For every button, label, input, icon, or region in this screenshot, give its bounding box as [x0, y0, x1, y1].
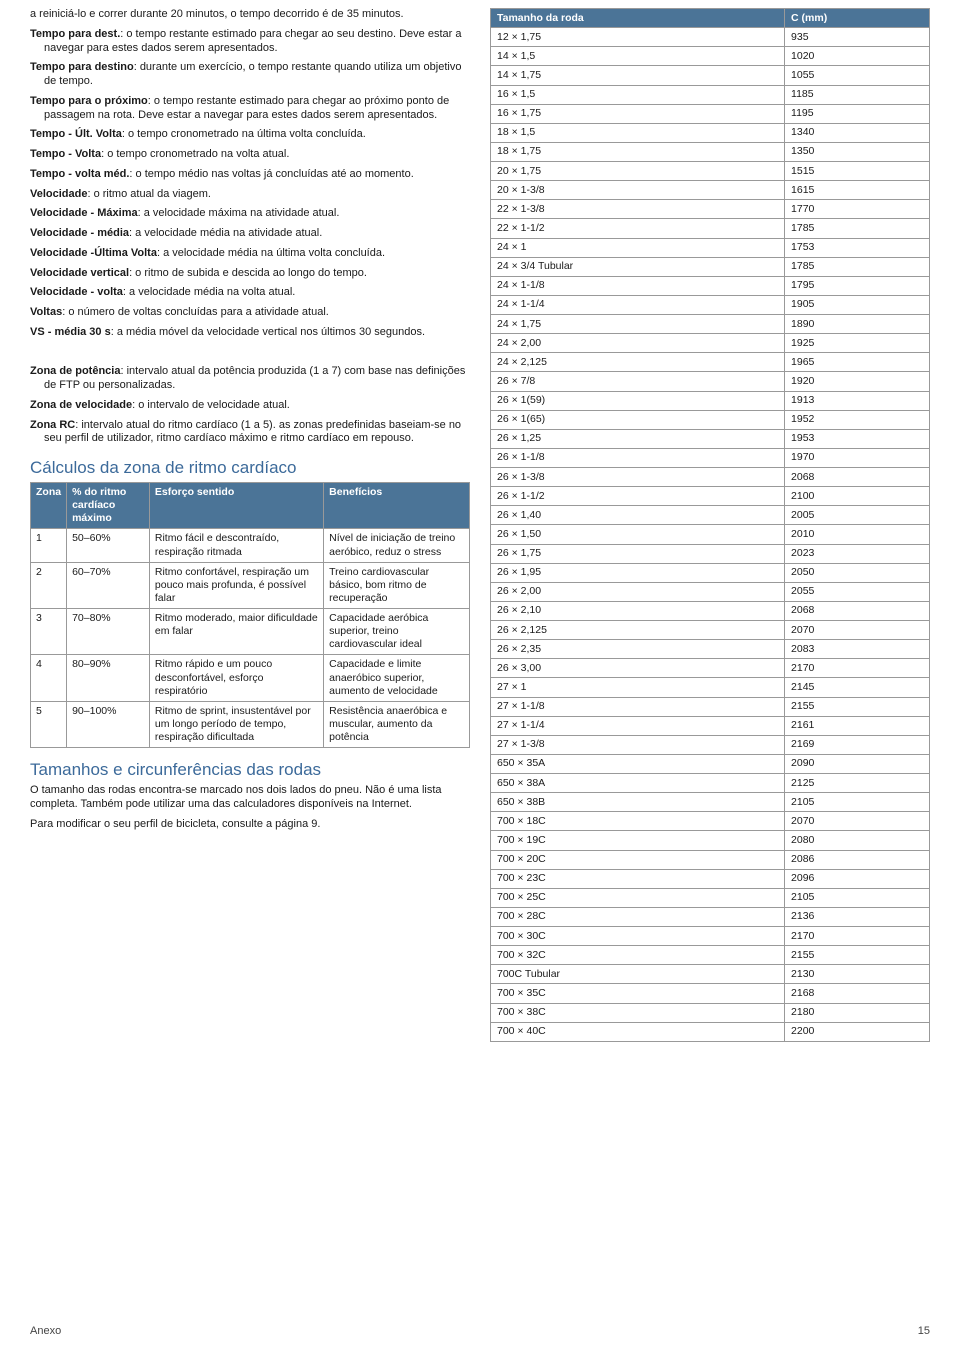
- table-row: 700 × 35C2168: [491, 984, 930, 1003]
- definition-item: Tempo - volta méd.: o tempo médio nas vo…: [30, 168, 470, 182]
- table-row: 18 × 1,51340: [491, 123, 930, 142]
- table-row: 24 × 11753: [491, 238, 930, 257]
- definition-item: Tempo para o próximo: o tempo restante e…: [30, 95, 470, 123]
- definition-item: Voltas: o número de voltas concluídas pa…: [30, 306, 470, 320]
- table-row: 26 × 1,952050: [491, 563, 930, 582]
- table-row: 260–70%Ritmo confortável, respiração um …: [31, 562, 470, 608]
- table-row: 700 × 18C2070: [491, 812, 930, 831]
- table-header: Tamanho da roda: [491, 9, 785, 28]
- table-row: 26 × 1,251953: [491, 429, 930, 448]
- definition-item: Zona RC: intervalo atual do ritmo cardía…: [30, 419, 470, 447]
- table-row: 26 × 1(59)1913: [491, 391, 930, 410]
- definition-item: Velocidade - média: a velocidade média n…: [30, 227, 470, 241]
- table-row: 22 × 1-3/81770: [491, 200, 930, 219]
- table-header: Zona: [31, 483, 67, 529]
- table-row: 24 × 3/4 Tubular1785: [491, 257, 930, 276]
- table-row: 24 × 2,1251965: [491, 353, 930, 372]
- definition-item: Velocidade - Máxima: a velocidade máxima…: [30, 207, 470, 221]
- table-row: 14 × 1,51020: [491, 47, 930, 66]
- table-header: C (mm): [785, 9, 930, 28]
- definition-item: Velocidade vertical: o ritmo de subida e…: [30, 267, 470, 281]
- table-row: 14 × 1,751055: [491, 66, 930, 85]
- table-header: Benefícios: [324, 483, 470, 529]
- wheel-intro: O tamanho das rodas encontra-se marcado …: [30, 784, 470, 812]
- definition-item: Velocidade -Última Volta: a velocidade m…: [30, 247, 470, 261]
- table-row: 26 × 1,502010: [491, 525, 930, 544]
- wheel-table: Tamanho da rodaC (mm) 12 × 1,7593514 × 1…: [490, 8, 930, 1042]
- definition-item: VS - média 30 s: a média móvel da veloci…: [30, 326, 470, 340]
- table-row: 24 × 1,751890: [491, 315, 930, 334]
- table-header: Esforço sentido: [149, 483, 323, 529]
- footer-section: Anexo: [30, 1325, 61, 1337]
- table-row: 26 × 7/81920: [491, 372, 930, 391]
- footer-page-number: 15: [918, 1325, 930, 1337]
- table-row: 650 × 38A2125: [491, 774, 930, 793]
- definition-item: a reiniciá-lo e correr durante 20 minuto…: [30, 8, 470, 22]
- table-row: 700 × 25C2105: [491, 888, 930, 907]
- table-row: 26 × 1(65)1952: [491, 410, 930, 429]
- table-row: 700C Tubular2130: [491, 965, 930, 984]
- table-row: 27 × 1-1/42161: [491, 716, 930, 735]
- definition-item: Velocidade: o ritmo atual da viagem.: [30, 188, 470, 202]
- definition-item: Zona de velocidade: o intervalo de veloc…: [30, 399, 470, 413]
- table-row: 26 × 3,002170: [491, 659, 930, 678]
- table-row: 650 × 35A2090: [491, 754, 930, 773]
- definition-item: Tempo - Últ. Volta: o tempo cronometrado…: [30, 128, 470, 142]
- hr-zones-table: Zona% do ritmo cardíaco máximoEsforço se…: [30, 482, 470, 748]
- table-row: 20 × 1,751515: [491, 162, 930, 181]
- wheel-heading: Tamanhos e circunferências das rodas: [30, 760, 470, 780]
- table-row: 700 × 23C2096: [491, 869, 930, 888]
- table-row: 26 × 2,1252070: [491, 621, 930, 640]
- table-row: 16 × 1,51185: [491, 85, 930, 104]
- table-row: 650 × 38B2105: [491, 793, 930, 812]
- table-row: 590–100%Ritmo de sprint, insustentável p…: [31, 701, 470, 747]
- table-row: 700 × 28C2136: [491, 907, 930, 926]
- table-row: 26 × 2,102068: [491, 601, 930, 620]
- table-row: 26 × 2,352083: [491, 640, 930, 659]
- table-row: 27 × 12145: [491, 678, 930, 697]
- table-row: 27 × 1-3/82169: [491, 735, 930, 754]
- table-header: % do ritmo cardíaco máximo: [67, 483, 150, 529]
- definition-item: Velocidade - volta: a velocidade média n…: [30, 286, 470, 300]
- table-row: 370–80%Ritmo moderado, maior dificuldade…: [31, 609, 470, 655]
- table-row: 700 × 32C2155: [491, 946, 930, 965]
- table-row: 480–90%Ritmo rápido e um pouco desconfor…: [31, 655, 470, 701]
- definition-item: Tempo - Volta: o tempo cronometrado na v…: [30, 148, 470, 162]
- table-row: 18 × 1,751350: [491, 142, 930, 161]
- table-row: 12 × 1,75935: [491, 28, 930, 47]
- table-row: 700 × 20C2086: [491, 850, 930, 869]
- table-row: 26 × 2,002055: [491, 582, 930, 601]
- wheel-note: Para modificar o seu perfil de bicicleta…: [30, 818, 470, 832]
- table-row: 16 × 1,751195: [491, 104, 930, 123]
- table-row: 26 × 1,402005: [491, 506, 930, 525]
- table-row: 150–60%Ritmo fácil e descontraído, respi…: [31, 529, 470, 562]
- definition-item: Tempo para destino: durante um exercício…: [30, 61, 470, 89]
- table-row: 20 × 1-3/81615: [491, 181, 930, 200]
- table-row: 24 × 1-1/81795: [491, 276, 930, 295]
- page-footer: Anexo 15: [30, 1325, 930, 1337]
- table-row: 700 × 19C2080: [491, 831, 930, 850]
- table-row: 22 × 1-1/21785: [491, 219, 930, 238]
- table-row: 700 × 40C2200: [491, 1022, 930, 1041]
- definition-item: Tempo para dest.: o tempo restante estim…: [30, 28, 470, 56]
- hr-zones-heading: Cálculos da zona de ritmo cardíaco: [30, 458, 470, 478]
- definitions-list: a reiniciá-lo e correr durante 20 minuto…: [30, 8, 470, 446]
- table-row: 27 × 1-1/82155: [491, 697, 930, 716]
- definition-item: [30, 346, 470, 360]
- table-row: 26 × 1-1/81970: [491, 448, 930, 467]
- table-row: 700 × 38C2180: [491, 1003, 930, 1022]
- table-row: 26 × 1-3/82068: [491, 468, 930, 487]
- table-row: 24 × 2,001925: [491, 334, 930, 353]
- table-row: 26 × 1,752023: [491, 544, 930, 563]
- definition-item: Zona de potência: intervalo atual da pot…: [30, 365, 470, 393]
- table-row: 700 × 30C2170: [491, 927, 930, 946]
- table-row: 24 × 1-1/41905: [491, 295, 930, 314]
- table-row: 26 × 1-1/22100: [491, 487, 930, 506]
